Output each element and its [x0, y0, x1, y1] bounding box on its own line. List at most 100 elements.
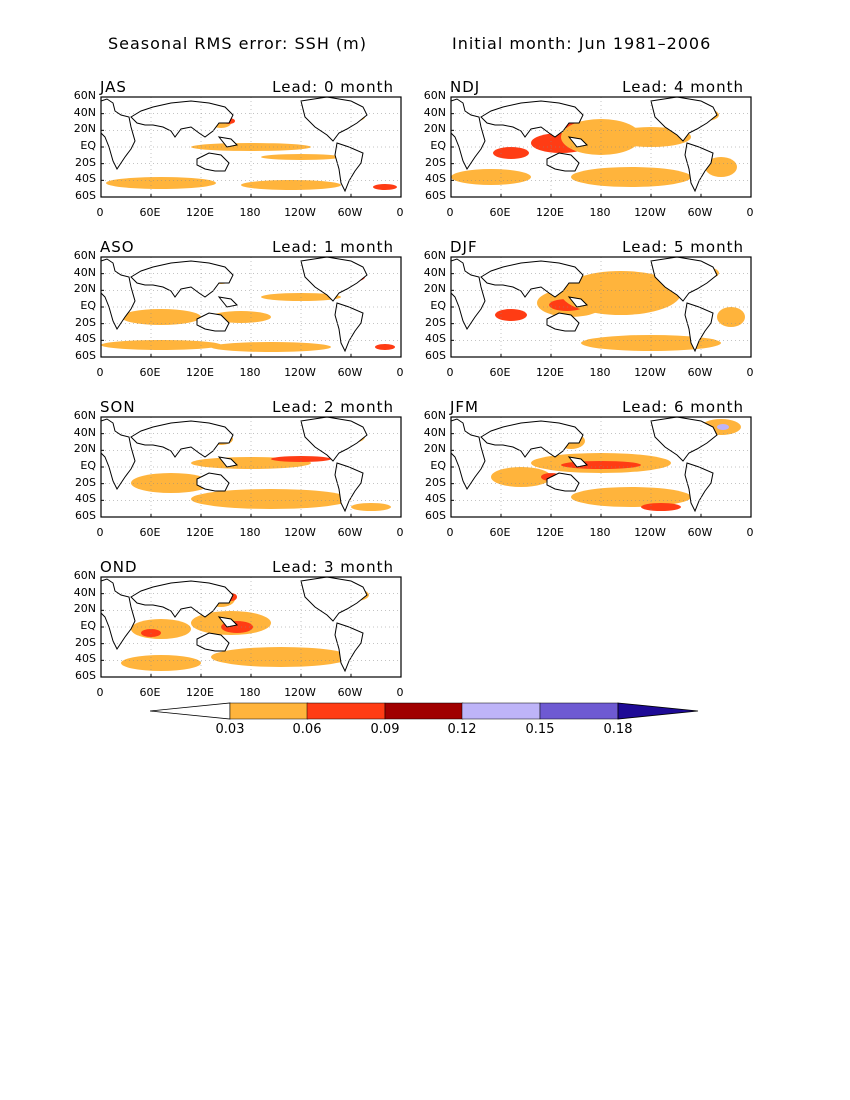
latitude-tick-label: 60N	[73, 89, 96, 102]
longitude-tick-label: 120E	[186, 686, 214, 699]
latitude-tick-label: EQ	[430, 299, 446, 312]
longitude-tick-label: 120W	[284, 686, 316, 699]
latitude-tick-label: EQ	[80, 459, 96, 472]
latitude-tick-label: 60S	[425, 509, 446, 522]
latitude-tick-label: 40N	[73, 585, 96, 599]
latitude-tick-label: 60N	[73, 569, 96, 582]
rms-error-region	[491, 467, 551, 487]
rms-error-region	[351, 503, 391, 511]
colorbar-swatch	[384, 702, 464, 720]
map-svg	[450, 416, 752, 518]
longitude-tick-label: 60E	[139, 206, 161, 219]
longitude-tick-label: 120W	[284, 366, 316, 379]
coastline	[480, 260, 584, 298]
colorbar-label: 0.15	[525, 722, 555, 737]
latitude-tick-label: 60N	[73, 249, 96, 262]
rms-error-region	[121, 655, 201, 671]
longitude-tick-label: 60W	[337, 366, 363, 379]
map-area	[450, 416, 752, 518]
map-area	[100, 576, 402, 678]
latitude-tick-label: 20N	[423, 442, 446, 456]
longitude-tick-label: 180	[239, 526, 261, 539]
latitude-tick-label: 60S	[425, 349, 446, 362]
rms-error-region	[495, 309, 527, 321]
map-panel-ndj: NDJ Lead: 4 month 60N 40N 20N EQ 20S 40S 60S 0 60E…	[424, 78, 754, 238]
coastline	[217, 456, 239, 468]
colorbar: 0.03 0.06 0.09 0.12 0.15 0.18	[149, 700, 700, 740]
colorbar-label: 0.06	[292, 722, 322, 737]
longitude-tick-label: 0	[446, 366, 454, 379]
latitude-tick-label: 40N	[423, 105, 446, 119]
latitude-tick-label: 60N	[423, 249, 446, 262]
coastline	[100, 418, 136, 490]
coastline	[334, 462, 364, 513]
coastline	[130, 100, 234, 138]
longitude-tick-label: 0	[396, 366, 404, 379]
latitude-tick-label: 40S	[425, 172, 446, 186]
colorbar-high-arrow	[617, 702, 699, 720]
coastline	[196, 312, 230, 332]
latitude-tick-label: 60N	[423, 409, 446, 422]
map-svg	[450, 256, 752, 358]
colorbar-label: 0.12	[447, 722, 477, 737]
latitude-tick-label: 60N	[423, 89, 446, 102]
map-svg	[100, 96, 402, 198]
rms-error-region	[241, 180, 341, 190]
rms-error-region	[375, 344, 395, 350]
coastline	[546, 152, 580, 172]
rms-error-region	[717, 307, 745, 327]
map-svg	[100, 576, 402, 678]
latitude-tick-label: 20N	[73, 442, 96, 456]
latitude-tick-label: 20S	[425, 475, 446, 489]
map-area	[100, 96, 402, 198]
coastline	[450, 258, 486, 330]
coastline	[217, 296, 239, 308]
longitude-tick-label: 180	[239, 206, 261, 219]
coastline	[130, 580, 234, 618]
longitude-tick-label: 180	[239, 366, 261, 379]
longitude-tick-label: 60W	[687, 526, 713, 539]
longitude-tick-label: 120E	[536, 526, 564, 539]
panel-season-label: ASO	[100, 238, 135, 256]
coastline	[567, 136, 589, 148]
coastline	[100, 258, 136, 330]
rms-error-region	[131, 619, 191, 639]
panel-lead-label: Lead: 5 month	[622, 238, 744, 256]
rms-error-region	[641, 503, 681, 511]
coastline	[684, 302, 714, 353]
coastline	[130, 260, 234, 298]
latitude-tick-label: 40S	[75, 492, 96, 506]
panel-lead-label: Lead: 6 month	[622, 398, 744, 416]
coastline	[217, 616, 239, 628]
longitude-tick-label: 0	[396, 206, 404, 219]
coastline	[546, 312, 580, 332]
longitude-tick-label: 60W	[687, 206, 713, 219]
longitude-tick-label: 0	[396, 526, 404, 539]
longitude-tick-label: 60E	[139, 526, 161, 539]
coastline	[334, 302, 364, 353]
panel-lead-label: Lead: 2 month	[272, 398, 394, 416]
latitude-tick-label: 40S	[425, 332, 446, 346]
map-panel-jas: JAS Lead: 0 month 60N 40N 20N EQ 20S 40S 60S 0 60E…	[74, 78, 404, 238]
map-panel-ond: OND Lead: 3 month 60N 40N 20N EQ 20S 40S 60S 0 60E…	[74, 558, 404, 718]
coastline	[100, 578, 136, 650]
map-panel-djf: DJF Lead: 5 month 60N 40N 20N EQ 20S 40S 60S 0 60E…	[424, 238, 754, 398]
longitude-tick-label: 0	[746, 366, 754, 379]
panel-season-label: JFM	[450, 398, 479, 416]
longitude-tick-label: 120W	[634, 206, 666, 219]
longitude-tick-label: 120E	[186, 526, 214, 539]
panel-season-label: NDJ	[450, 78, 481, 96]
latitude-tick-label: 20N	[423, 122, 446, 136]
panel-lead-label: Lead: 4 month	[622, 78, 744, 96]
coastline	[480, 100, 584, 138]
latitude-tick-label: 20S	[425, 155, 446, 169]
latitude-tick-label: 20S	[75, 475, 96, 489]
latitude-tick-label: EQ	[80, 299, 96, 312]
panel-season-label: JAS	[100, 78, 127, 96]
coastline	[196, 632, 230, 652]
coastline	[684, 462, 714, 513]
latitude-tick-label: 40S	[75, 332, 96, 346]
colorbar-label: 0.03	[215, 722, 245, 737]
coastline	[567, 456, 589, 468]
longitude-tick-label: 0	[446, 206, 454, 219]
